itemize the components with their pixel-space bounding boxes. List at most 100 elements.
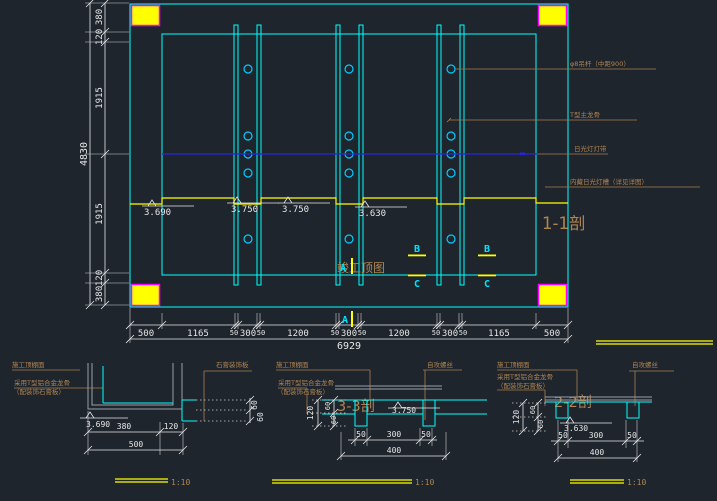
column-markers (130, 4, 568, 307)
section-mark-underline (478, 254, 496, 257)
dim-label: 380 (95, 286, 105, 302)
wall-section-outline (87, 363, 183, 410)
dim-label: 60 (256, 412, 265, 422)
dim-label: 60 (250, 400, 259, 410)
plan-view: 3.690 3.750 3.750 3.630 B B C C 竣工顶图 A 1… (129, 3, 700, 308)
dim-total-label: 4830 (79, 142, 90, 166)
reference-line (596, 340, 713, 345)
dim-label: 50 (627, 431, 637, 440)
section-mark-b: B (484, 244, 490, 255)
dim-label: 300 (240, 329, 256, 339)
detail-wall-edge: 施工顶棚面 采用T型铝合金龙骨 （配装饰石膏板） 石膏装饰板 60 60 3.6… (12, 360, 265, 487)
detail-label: 采用T型铝合金龙骨 (497, 372, 553, 381)
dim-total-label: 500 (129, 440, 144, 449)
ceiling-channel (256, 24, 262, 286)
scale-label: 1:10 (171, 478, 190, 487)
dim-label: 120 (95, 270, 105, 286)
elevation-value: 3.630 (359, 209, 386, 219)
dim-total-label: 400 (590, 448, 605, 457)
detail-section-2-2: 2-2剖 施工顶棚面 采用T型铝合金龙骨 （配装饰石膏板） 自攻螺丝 120 6… (497, 360, 674, 487)
detail-callout: 自攻螺丝 (427, 360, 454, 369)
detail-callout: 自攻螺丝 (632, 360, 659, 369)
ceiling-channel (459, 24, 465, 286)
dim-label: 500 (138, 329, 154, 339)
section-mark-underline (408, 254, 426, 257)
section-mark-b: B (414, 244, 420, 255)
elevation-marker (560, 416, 612, 424)
dim-label: 300 (442, 329, 458, 339)
dim-label: 1165 (488, 329, 510, 339)
ceiling-level-line (130, 197, 568, 205)
plan-callouts: φ8吊杆（中距900） T型主龙骨 日光灯灯带 内藏日光灯槽（详见详图） (446, 59, 700, 188)
channel-section (555, 401, 569, 419)
section-mark-c: C (414, 279, 420, 290)
dim-label: 300 (387, 430, 402, 439)
elevation-value: 3.690 (86, 420, 110, 429)
slab-lines (545, 396, 652, 401)
dim-label: 50 (230, 329, 238, 337)
elevation-value: 3.750 (231, 205, 258, 215)
extension-lines (196, 399, 246, 422)
dim-label: 60 (537, 420, 545, 428)
dim-label: 50 (356, 430, 366, 439)
plan-title: 竣工顶图 (337, 260, 385, 275)
detail-leader (276, 369, 371, 414)
section-mark-overline (408, 274, 426, 277)
column-marker (537, 283, 568, 307)
detail-section-3-3: 3-3剖 施工顶棚面 采用T型铝合金龙骨 （配装饰石膏板） 自攻螺丝 120 6… (272, 360, 487, 487)
dim-label: 1915 (95, 203, 105, 225)
detail-callout: 石膏装饰板 (216, 360, 249, 369)
extension-lines (312, 399, 346, 427)
column-marker (537, 4, 568, 27)
scale-bar (272, 479, 412, 484)
dim-label: 500 (544, 329, 560, 339)
detail-label: 采用T型铝合金龙骨 (278, 378, 334, 387)
detail-label: （配装饰石膏板） (497, 381, 549, 390)
dim-label: 380 (95, 9, 105, 25)
dim-label: 300 (589, 431, 604, 440)
scale-label: 1:10 (415, 478, 434, 487)
dim-label: 50 (257, 329, 265, 337)
section-mark-overline (478, 274, 496, 277)
channel-section (422, 399, 436, 427)
slab-lines (335, 385, 442, 390)
detail-label: 采用T型铝合金龙骨 (14, 378, 70, 387)
dim-label: 60 (529, 406, 537, 414)
elevation-value: 3.690 (144, 208, 171, 218)
callout-text: 日光灯灯带 (574, 144, 607, 153)
ceiling-channel (335, 24, 341, 286)
callout-text: 内藏日光灯槽（详见详图） (570, 177, 648, 186)
dim-label: 120 (512, 410, 521, 425)
ceiling-channel (233, 24, 239, 286)
ceiling-lines (322, 399, 487, 415)
dim-label: 60 (330, 416, 338, 424)
scale-bar (570, 479, 624, 484)
detail-callout-leader (203, 370, 252, 421)
dim-label: 50 (558, 431, 568, 440)
bottom-dimension-chain: 500 1165 50 300 50 1200 50 300 50 1200 5… (125, 308, 573, 352)
section-mark-a: A (340, 263, 346, 274)
elevation-value: 3.750 (282, 205, 309, 215)
dim-label: 50 (459, 329, 467, 337)
ceiling-channels (233, 24, 465, 286)
dim-label: 50 (432, 329, 440, 337)
channel-section (626, 401, 640, 419)
section-ref-1-1: 1-1剖 (542, 214, 585, 233)
scale-bar (115, 478, 168, 483)
ceiling-channel (358, 24, 364, 286)
elevation-marker (80, 411, 128, 419)
centre-line-marker (520, 152, 525, 155)
dim-label: 1915 (95, 87, 105, 109)
dim-label: 50 (358, 329, 366, 337)
elevation-value: 3.630 (564, 424, 588, 433)
dim-label: 120 (306, 406, 315, 421)
dim-label: 50 (331, 329, 339, 337)
section-mark-a: A (342, 315, 348, 326)
dim-label: 380 (117, 422, 132, 431)
dim-label: 50 (421, 430, 431, 439)
detail-label: （配装饰石膏板） (277, 387, 329, 396)
plan-elevation-markers: 3.690 3.750 3.750 3.630 (142, 196, 407, 219)
scale-label: 1:10 (627, 478, 646, 487)
dim-label: 1165 (187, 329, 209, 339)
